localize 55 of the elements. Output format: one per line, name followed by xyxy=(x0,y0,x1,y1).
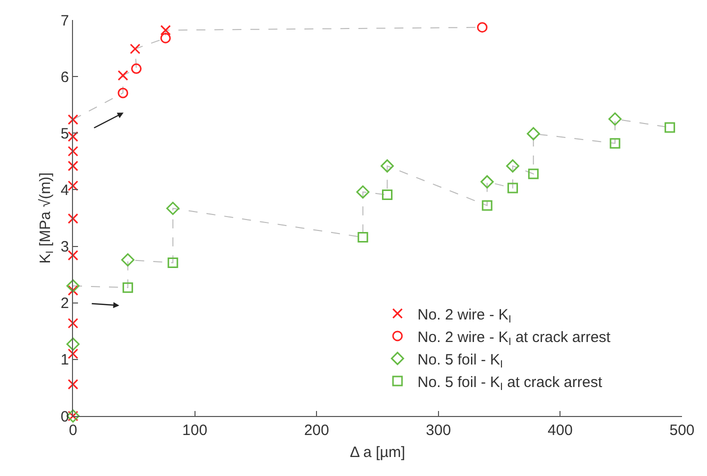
y-tick-label: 4 xyxy=(60,182,69,199)
point xyxy=(68,131,78,142)
point xyxy=(68,318,78,328)
legend-label: No. 2 wire - K$_{I}$ at crack arrest xyxy=(418,328,612,348)
point xyxy=(131,63,142,74)
point xyxy=(68,146,78,156)
y-tick-label: 1 xyxy=(60,352,69,369)
y-tick-label: 3 xyxy=(60,238,69,256)
point xyxy=(68,348,78,360)
point xyxy=(68,180,78,191)
x-tick-label: 400 xyxy=(548,422,573,439)
point xyxy=(664,122,676,133)
y-tick-label: 5 xyxy=(60,125,69,142)
point xyxy=(66,338,80,351)
x-tick-label: 200 xyxy=(304,422,330,439)
point xyxy=(608,112,622,126)
point xyxy=(356,185,370,199)
point xyxy=(168,257,178,268)
point xyxy=(68,160,78,172)
point xyxy=(68,114,78,125)
y-tick-label: 2 xyxy=(60,295,69,312)
point xyxy=(526,127,540,140)
point xyxy=(610,138,620,149)
legend-label: No. 5 foil - K$_{I}$ at crack arrest xyxy=(418,374,603,393)
point xyxy=(68,213,78,224)
point xyxy=(160,32,171,44)
point xyxy=(358,232,368,242)
point xyxy=(528,168,539,180)
x-axis-title: Δ a [µm] xyxy=(350,444,406,461)
point xyxy=(507,182,518,194)
point xyxy=(121,253,134,266)
point xyxy=(506,159,520,173)
point xyxy=(380,159,394,173)
point xyxy=(477,22,488,33)
point xyxy=(166,202,180,215)
x-tick-label: 100 xyxy=(182,422,208,439)
legend-label: No. 2 wire - K$_{I}$ xyxy=(418,306,512,326)
point xyxy=(68,250,78,261)
point xyxy=(66,279,80,292)
point xyxy=(118,70,128,81)
point xyxy=(68,285,78,296)
y-tick-label: 7 xyxy=(60,12,69,30)
point xyxy=(482,200,492,211)
point xyxy=(160,24,171,36)
x-tick-label: 300 xyxy=(426,422,451,439)
point xyxy=(130,44,140,54)
point xyxy=(480,175,494,188)
y-tick-label: 6 xyxy=(60,68,69,86)
point xyxy=(68,379,78,390)
legend-label: No. 5 foil - K$_{I}$ xyxy=(418,351,503,370)
point xyxy=(382,190,392,200)
y-tick-label: 0 xyxy=(60,408,69,426)
point xyxy=(118,88,128,98)
point xyxy=(122,282,134,293)
x-tick-label: 500 xyxy=(669,422,695,439)
